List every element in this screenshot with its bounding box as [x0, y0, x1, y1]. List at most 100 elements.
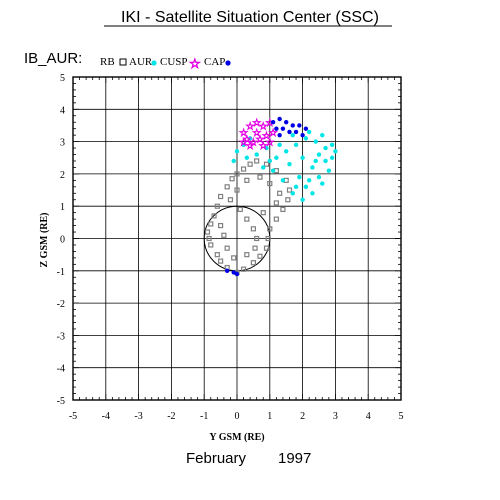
data-point-cusp: ☆	[265, 138, 274, 149]
chart-title: IKI - Satellite Situation Center (SSC)	[121, 9, 379, 26]
data-point-aur	[244, 155, 250, 160]
data-point-rb	[244, 216, 250, 222]
x-tick-label: 2	[300, 411, 305, 422]
legend-label-rb: RB	[100, 56, 115, 68]
data-points: ☆☆☆☆☆☆☆☆☆☆☆☆ ☆☆ ☆	[204, 116, 338, 277]
data-point-aur	[316, 174, 322, 180]
data-point-cusp: ☆	[269, 128, 278, 139]
data-point-rb	[206, 235, 212, 242]
x-tick-label: -2	[167, 411, 175, 422]
data-point-cusp: ☆	[239, 138, 248, 149]
data-point-rb	[208, 221, 214, 227]
data-point-rb	[254, 235, 260, 242]
data-point-rb	[265, 235, 271, 242]
data-point-cusp: ☆	[249, 138, 258, 149]
data-point-rb	[250, 226, 256, 232]
data-point-rb	[208, 242, 214, 248]
data-point-aur	[316, 152, 322, 157]
data-point-cusp: ☆	[246, 141, 255, 152]
data-point-rb	[221, 232, 227, 238]
y-tick-label: 0	[60, 235, 65, 246]
x-tick-label: -5	[69, 411, 77, 422]
data-point-cusp: ☆	[252, 118, 261, 129]
legend-label-aur: AUR	[129, 56, 153, 68]
x-tick-label: 3	[333, 411, 338, 422]
data-point-rb	[260, 210, 266, 216]
legend: RB AUR CUSP ☆ CAP	[100, 56, 231, 72]
data-point-cusp: ☆	[255, 134, 264, 145]
data-point-rb	[240, 266, 247, 272]
data-point-rb	[263, 245, 270, 251]
data-point-aur	[270, 168, 276, 173]
data-point-aur	[267, 158, 272, 164]
footer-month: February	[186, 450, 247, 467]
y-tick-label: 2	[60, 170, 65, 181]
data-point-rb	[218, 193, 224, 200]
data-point-cap	[303, 126, 309, 131]
data-point-rb	[218, 222, 224, 229]
footer-year: 1997	[278, 450, 311, 467]
data-point-aur	[306, 129, 312, 135]
data-point-rb	[286, 187, 293, 193]
data-point-aur	[247, 136, 253, 141]
data-point-aur	[287, 162, 292, 167]
data-point-aur	[231, 158, 236, 164]
data-point-aur	[234, 149, 240, 154]
legend-marker-cusp: ☆	[189, 57, 201, 72]
data-point-rb	[224, 184, 230, 190]
data-point-aur	[300, 197, 305, 202]
x-tick-label: -1	[200, 411, 208, 422]
data-point-cusp: ☆	[252, 128, 261, 139]
data-point-aur	[306, 178, 312, 183]
data-point-rb	[257, 174, 263, 180]
data-point-aur	[293, 142, 299, 148]
y-tick-label: -3	[57, 331, 65, 342]
y-tick-label: -2	[57, 299, 65, 310]
data-point-rb	[273, 200, 279, 206]
data-point-cusp: ☆	[242, 134, 251, 145]
grid-lines	[73, 77, 401, 400]
data-point-aur	[323, 145, 328, 151]
data-point-aur	[241, 142, 246, 148]
data-point-aur	[333, 149, 338, 154]
chart-subtitle: IB_AUR:	[24, 50, 82, 67]
data-point-cap	[277, 116, 282, 122]
data-point-aur	[261, 165, 266, 170]
data-point-aur	[290, 191, 295, 196]
x-tick-label: 4	[366, 411, 371, 422]
plot-frame	[72, 76, 402, 401]
data-point-rb	[234, 171, 240, 177]
data-point-rb	[234, 187, 240, 193]
data-point-rb	[204, 229, 211, 235]
data-point-rb	[254, 158, 260, 164]
data-point-rb	[240, 166, 247, 172]
data-point-aur	[290, 132, 295, 138]
data-point-cap	[270, 120, 276, 125]
legend-marker-cap	[225, 60, 231, 66]
data-point-cap	[300, 132, 305, 138]
data-point-rb	[224, 245, 230, 251]
data-point-cap	[293, 129, 299, 135]
data-point-aur	[323, 158, 328, 164]
data-point-rb	[214, 252, 220, 258]
x-tick-label: -3	[134, 411, 142, 422]
data-point-cap	[234, 271, 240, 277]
y-tick-label: -4	[57, 364, 65, 375]
y-tick-label: 4	[60, 105, 65, 116]
data-point-rb	[218, 258, 224, 264]
data-point-rb	[277, 190, 283, 196]
data-point-aur	[310, 165, 315, 170]
data-point-rb	[211, 213, 217, 219]
data-point-rb	[244, 252, 250, 258]
data-point-aur	[277, 142, 282, 148]
legend-marker-aur	[151, 60, 157, 66]
data-point-aur	[326, 168, 332, 173]
x-tick-label: 5	[399, 411, 404, 422]
data-point-aur	[274, 155, 279, 160]
y-tick-label: 1	[60, 202, 65, 213]
data-point-rb	[257, 253, 263, 259]
data-point-rb	[285, 197, 291, 203]
data-point-aur	[254, 152, 259, 157]
data-point-rb	[267, 226, 273, 232]
